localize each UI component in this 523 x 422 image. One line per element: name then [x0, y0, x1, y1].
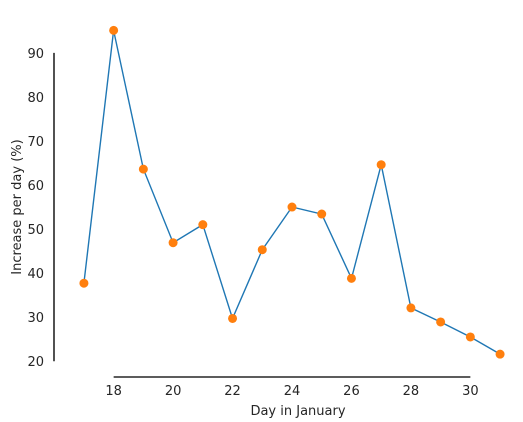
data-point	[138, 164, 148, 174]
x-axis-ticks: 18 20 22 24 26 28 30	[105, 384, 478, 399]
y-axis-title: Increase per day (%)	[10, 139, 25, 274]
data-point	[168, 238, 178, 248]
x-tick-label: 20	[165, 384, 182, 399]
x-tick-label: 30	[462, 384, 479, 399]
x-tick-label: 24	[284, 384, 301, 399]
data-point	[287, 202, 297, 212]
y-tick-label: 90	[27, 47, 44, 62]
data-point	[406, 303, 416, 313]
x-tick-label: 26	[343, 384, 360, 399]
data-point	[109, 25, 119, 35]
data-series	[79, 25, 505, 359]
data-point	[436, 317, 446, 327]
data-point	[317, 209, 327, 219]
x-tick-label: 18	[105, 384, 122, 399]
y-tick-label: 70	[27, 135, 44, 150]
data-point	[198, 220, 208, 230]
data-point	[346, 273, 356, 283]
y-tick-label: 50	[27, 223, 44, 238]
y-tick-label: 80	[27, 91, 44, 106]
series-line	[83, 30, 501, 355]
y-axis-ticks: 20 30 40 50 60 70 80 90	[27, 47, 44, 370]
y-tick-label: 30	[27, 311, 44, 326]
data-point	[465, 332, 475, 342]
x-tick-label: 22	[224, 384, 241, 399]
data-point	[257, 245, 267, 255]
data-point	[79, 278, 89, 288]
data-point	[228, 313, 238, 323]
y-tick-label: 60	[27, 179, 44, 194]
y-tick-label: 40	[27, 267, 44, 282]
y-tick-label: 20	[27, 355, 44, 370]
data-point	[376, 160, 386, 170]
x-axis-title: Day in January	[250, 404, 345, 419]
data-point	[495, 349, 505, 359]
x-tick-label: 28	[403, 384, 420, 399]
